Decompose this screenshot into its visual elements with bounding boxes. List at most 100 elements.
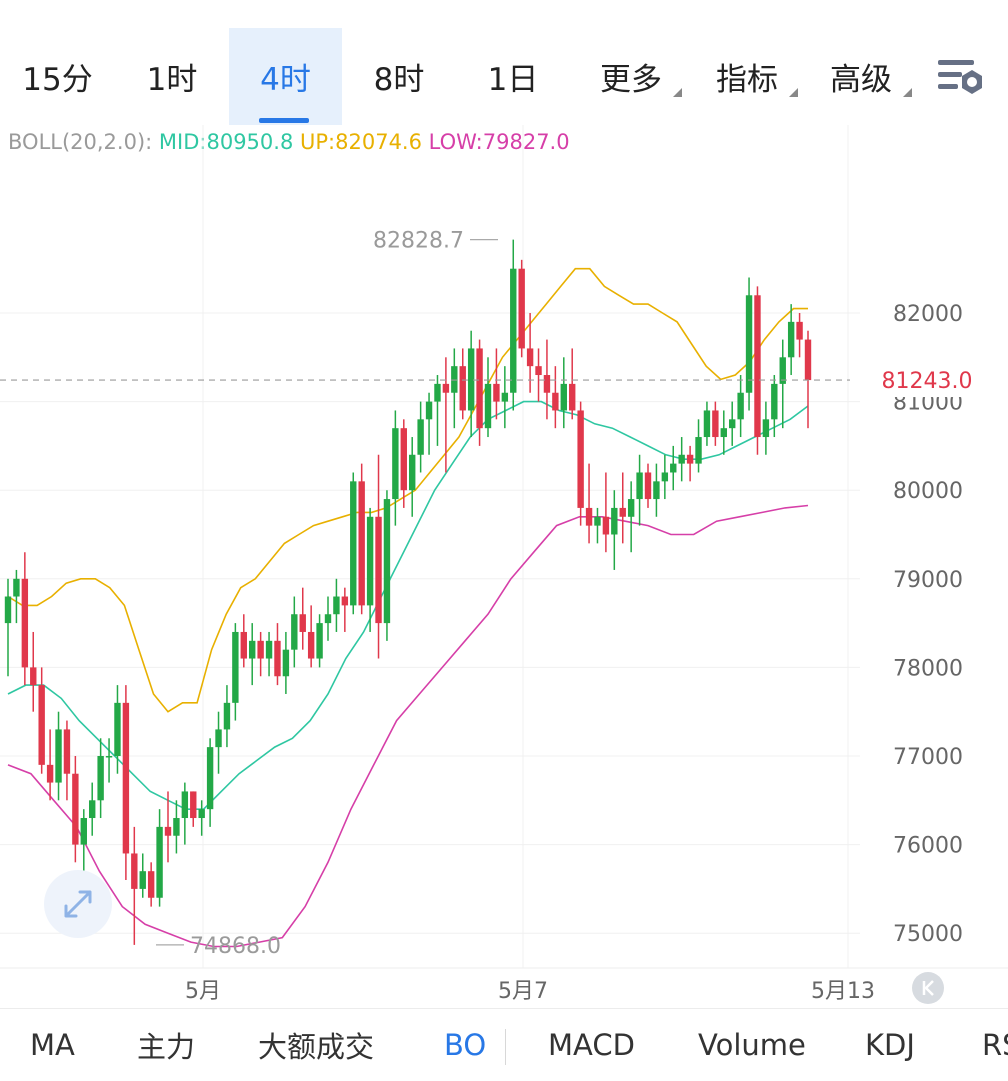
candle-body: [139, 871, 146, 889]
candle-body: [97, 756, 104, 801]
timeframe-tab-bar: 15分 1时 4时 8时 1日 更多 指标 高级: [0, 0, 1008, 125]
candle-body: [392, 428, 399, 500]
candle-body: [729, 419, 736, 429]
tab-ma[interactable]: MA: [30, 1028, 75, 1062]
candle-body: [779, 357, 786, 384]
candle-body: [585, 507, 593, 526]
candles: [4, 239, 812, 945]
candle-body: [611, 507, 618, 535]
candle-body: [434, 383, 441, 402]
boll-up-value: UP:82074.6: [300, 130, 422, 154]
tab-1h[interactable]: 1时: [115, 28, 229, 125]
y-tick-label: 77000: [893, 745, 963, 770]
candle-body: [38, 685, 45, 765]
x-tick-label: 5月: [185, 979, 221, 1004]
chart-settings-icon[interactable]: [932, 50, 992, 110]
candle-body: [552, 392, 559, 411]
chart-grid: [0, 125, 1008, 969]
tab-divider: [505, 1029, 506, 1065]
candle-body: [703, 410, 711, 438]
dropdown-corner-icon: [789, 88, 798, 97]
candle-body: [476, 348, 483, 429]
candle-body: [787, 321, 795, 358]
y-tick-label: 75000: [893, 922, 963, 947]
candle-body: [223, 702, 231, 730]
chart-labels: 8200081000800007900078000770007600075000…: [0, 229, 1008, 1004]
tab-volume[interactable]: Volume: [698, 1028, 806, 1062]
candle-body: [510, 268, 517, 393]
tab-1d[interactable]: 1日: [456, 28, 570, 125]
candle-body: [249, 640, 256, 659]
scroll-to-latest-icon[interactable]: [912, 972, 944, 1004]
boll-indicator-readout: BOLL(20,2.0): MID:80950.8 UP:82074.6 LOW…: [8, 130, 570, 154]
candle-body: [282, 649, 290, 677]
candle-body: [442, 383, 450, 393]
candle-body: [89, 800, 96, 819]
y-tick-label: 76000: [893, 834, 963, 859]
tab-label: 指标: [716, 62, 778, 98]
candle-body: [350, 481, 357, 606]
candle-body: [30, 667, 37, 686]
candle-body: [754, 295, 761, 438]
low-marker-label: 74868.0: [190, 934, 281, 959]
candle-body: [569, 383, 576, 411]
candle-body: [400, 428, 407, 491]
candle-body: [114, 702, 121, 756]
last-price-tag: [850, 363, 1008, 398]
candle-body: [451, 366, 458, 393]
tab-label: 15分: [22, 62, 93, 98]
tab-large-trades[interactable]: 大额成交: [258, 1030, 375, 1064]
candle-body: [291, 614, 298, 650]
candle-body: [543, 375, 551, 393]
candle-body: [324, 614, 332, 624]
candle-body: [257, 640, 264, 659]
candle-body: [190, 791, 197, 819]
tab-more[interactable]: 更多: [576, 28, 686, 125]
candle-body: [13, 578, 20, 597]
tab-boll[interactable]: BO: [444, 1028, 487, 1062]
expand-chart-icon[interactable]: [44, 870, 112, 938]
candle-body: [425, 401, 433, 420]
candle-body: [240, 631, 247, 659]
candle-body: [796, 321, 803, 340]
candle-body: [215, 729, 222, 748]
candle-body: [131, 853, 138, 889]
candle-body: [366, 516, 374, 606]
candle-body: [4, 596, 12, 624]
candle-body: [627, 499, 635, 517]
candle-body: [232, 631, 239, 703]
tab-label: 1时: [146, 62, 198, 98]
candle-body: [409, 454, 416, 491]
candle-body: [181, 791, 189, 819]
candle-body: [560, 383, 567, 411]
tab-indicators[interactable]: 指标: [692, 28, 802, 125]
tab-8h[interactable]: 8时: [342, 28, 456, 125]
tab-macd[interactable]: MACD: [548, 1028, 635, 1062]
candle-body: [206, 747, 214, 810]
boll-low-value: LOW:79827.0: [428, 130, 570, 154]
boll-upper-band: [7, 267, 808, 713]
tab-advanced[interactable]: 高级: [806, 28, 916, 125]
candle-body: [720, 428, 727, 438]
candle-body: [147, 871, 155, 898]
last-price-label: 81243.0: [882, 369, 973, 394]
tab-kdj[interactable]: KDJ: [865, 1028, 915, 1062]
candle-body: [198, 809, 205, 819]
candlestick-chart[interactable]: 8200081000800007900078000770007600075000…: [0, 125, 1008, 1008]
candle-body: [333, 596, 340, 615]
candle-body: [21, 578, 29, 668]
tab-rsi[interactable]: RS: [982, 1028, 1008, 1062]
candle-body: [602, 516, 610, 535]
candle-body: [594, 516, 601, 526]
candle-body: [299, 614, 306, 632]
candle-body: [678, 454, 685, 464]
tab-label: 4时: [260, 62, 311, 98]
candle-body: [526, 348, 534, 367]
tab-4h[interactable]: 4时: [229, 28, 342, 125]
candle-body: [307, 631, 315, 659]
tab-main-force[interactable]: 主力: [137, 1030, 196, 1064]
candle-body: [274, 640, 281, 677]
tab-15min[interactable]: 15分: [0, 28, 115, 125]
x-tick-label: 5月7: [498, 979, 548, 1004]
candle-body: [737, 392, 744, 420]
